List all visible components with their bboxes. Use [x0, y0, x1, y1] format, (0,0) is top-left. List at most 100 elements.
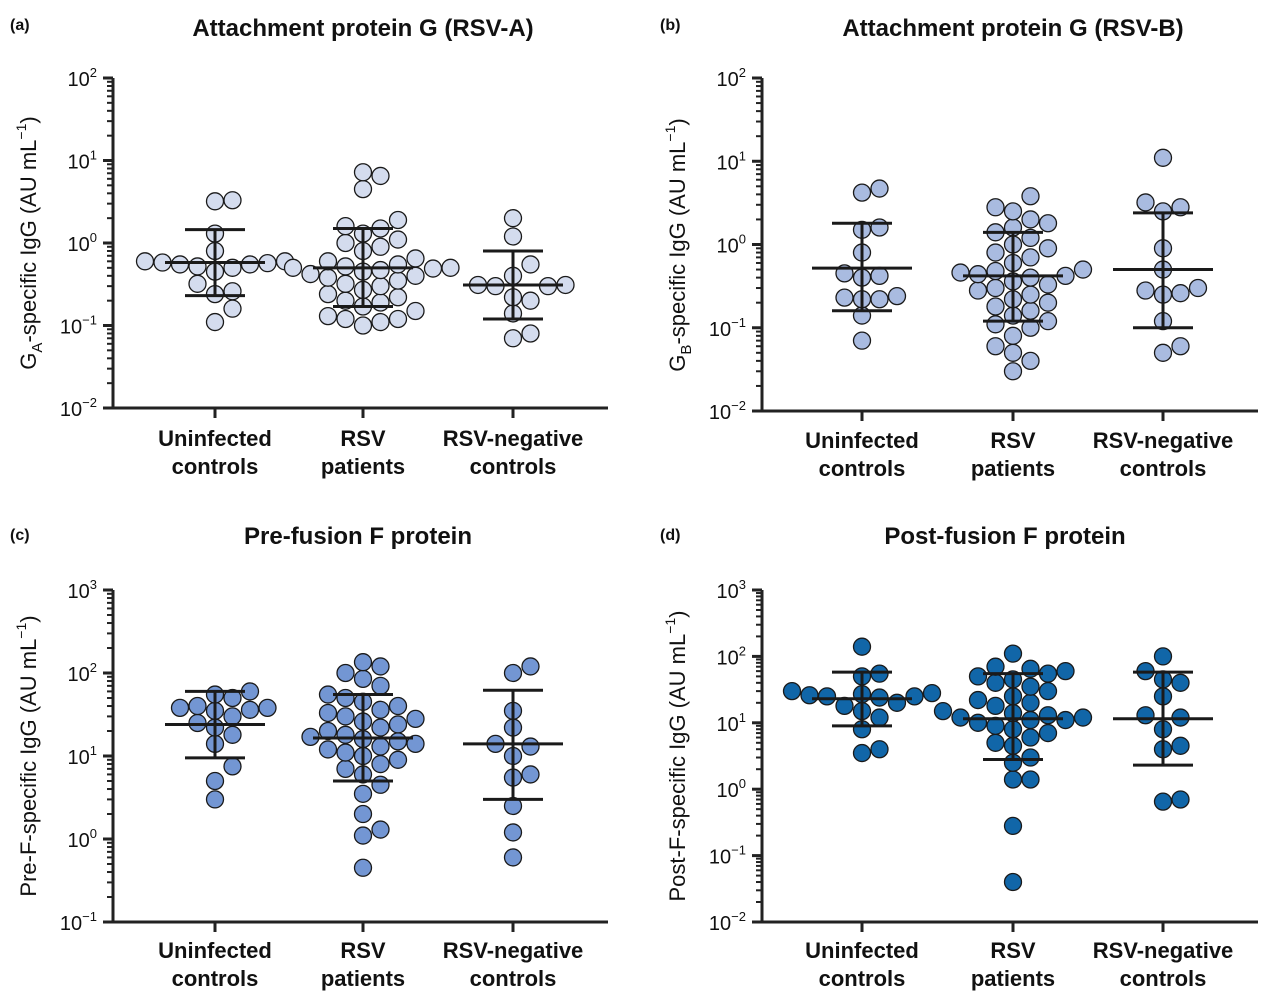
data-point — [353, 653, 373, 672]
y-tick-label: 102 — [717, 65, 746, 91]
data-point — [301, 264, 320, 284]
data-point — [388, 230, 408, 249]
data-point — [371, 293, 390, 312]
panel-label: (d) — [660, 527, 680, 544]
data-point — [135, 252, 155, 271]
x-category-label: Uninfected — [805, 938, 919, 963]
chart-title: Attachment protein G (RSV-A) — [192, 15, 533, 42]
x-category-label: Uninfected — [805, 428, 919, 453]
data-point — [188, 274, 207, 293]
data-point — [986, 278, 1005, 298]
data-point — [1171, 790, 1190, 809]
y-tick-label: 10−1 — [60, 909, 97, 935]
data-point — [1188, 278, 1208, 298]
data-point — [240, 700, 260, 719]
data-point — [1003, 326, 1023, 345]
chart-title: Attachment protein G (RSV-B) — [842, 15, 1183, 42]
data-point — [1073, 708, 1093, 727]
data-point — [388, 255, 408, 274]
data-point — [887, 693, 907, 712]
x-category-label: RSV-negative — [443, 938, 584, 963]
data-point — [870, 266, 889, 286]
x-category-label: patients — [321, 454, 405, 479]
data-point — [521, 657, 540, 676]
data-point — [406, 249, 425, 268]
data-point — [1153, 647, 1173, 666]
data-point — [800, 686, 819, 705]
x-category-label: patients — [971, 456, 1055, 481]
data-point — [1021, 677, 1040, 696]
y-tick-label: 102 — [68, 660, 97, 686]
data-point — [503, 209, 523, 228]
data-point — [986, 657, 1005, 676]
chart-title: Pre-fusion F protein — [244, 523, 472, 550]
data-point — [870, 708, 889, 727]
data-point — [852, 183, 872, 202]
data-point — [951, 263, 970, 282]
data-point — [521, 324, 540, 343]
data-point — [852, 637, 872, 656]
data-point — [870, 179, 889, 198]
data-point — [986, 198, 1005, 217]
data-point — [371, 166, 390, 186]
data-point — [371, 312, 390, 332]
data-point — [441, 258, 460, 277]
data-point — [240, 255, 260, 274]
data-point — [371, 700, 390, 719]
data-point — [1171, 284, 1190, 303]
data-point — [1136, 706, 1155, 725]
data-point — [336, 759, 355, 779]
data-point — [336, 725, 355, 744]
panel-label: (a) — [10, 17, 30, 34]
data-point — [922, 683, 942, 703]
data-point — [318, 284, 338, 304]
y-axis-label: Pre-F-specific IgG (AU mL−1) — [13, 615, 41, 896]
data-point — [371, 820, 390, 839]
data-point — [1038, 239, 1058, 258]
data-point — [1003, 770, 1023, 789]
data-point — [371, 718, 390, 737]
data-point — [1073, 260, 1093, 279]
data-point — [406, 301, 425, 321]
data-point — [1021, 728, 1040, 747]
data-point — [353, 316, 373, 335]
x-category-label: RSV-negative — [1093, 938, 1234, 963]
data-point — [371, 775, 390, 794]
data-point — [336, 274, 355, 293]
data-point — [1021, 268, 1040, 287]
data-point — [1021, 248, 1040, 267]
x-category-label: controls — [172, 454, 259, 479]
data-point — [388, 271, 408, 290]
y-tick-label: 101 — [717, 148, 746, 174]
data-point — [1171, 673, 1190, 692]
data-point — [503, 848, 523, 867]
data-point — [1003, 202, 1023, 221]
data-point — [1171, 736, 1190, 755]
data-point — [371, 237, 390, 256]
data-point — [318, 721, 338, 741]
y-axis-label: GA-specific IgG (AU mL−1) — [13, 116, 46, 369]
data-point — [852, 743, 872, 763]
data-point — [283, 258, 303, 277]
data-point — [852, 331, 872, 350]
y-tick-label: 10−1 — [709, 843, 746, 869]
data-point — [986, 673, 1005, 692]
x-category-label: RSV — [340, 938, 386, 963]
data-point — [817, 687, 837, 706]
data-point — [503, 329, 523, 348]
y-tick-label: 100 — [68, 230, 97, 256]
x-category-label: controls — [819, 966, 906, 991]
data-point — [205, 771, 225, 791]
data-point — [1171, 337, 1190, 356]
data-point — [870, 218, 889, 237]
data-point — [388, 288, 408, 307]
data-point — [336, 688, 355, 708]
y-tick-label: 103 — [68, 577, 97, 603]
x-category-label: RSV — [340, 426, 386, 451]
data-point — [968, 713, 988, 732]
data-point — [968, 281, 988, 300]
y-tick-label: 100 — [68, 826, 97, 852]
x-category-label: RSV-negative — [1093, 428, 1234, 453]
data-point — [406, 709, 425, 729]
data-point — [1021, 301, 1040, 320]
